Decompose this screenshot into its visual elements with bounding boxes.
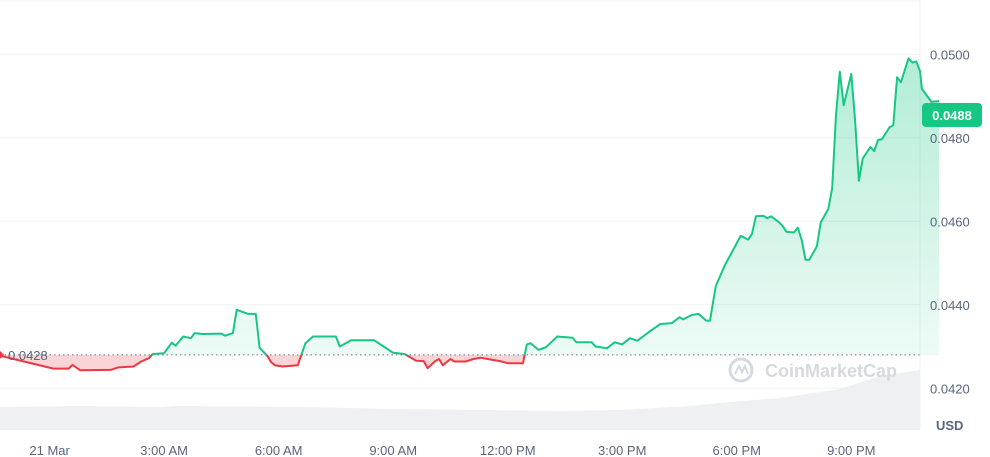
- coinmarketcap-watermark: CoinMarketCap: [728, 357, 897, 383]
- current-price-badge: 0.0488: [922, 103, 982, 127]
- y-tick-label: 0.0480: [930, 131, 970, 146]
- watermark-text: CoinMarketCap: [765, 361, 897, 381]
- coinmarketcap-logo-wave: [734, 363, 749, 375]
- price-series: [0, 57, 940, 372]
- coinmarketcap-logo-icon: [728, 357, 754, 383]
- y-tick-label: 0.0500: [930, 47, 970, 62]
- x-tick-label: 9:00 PM: [827, 443, 875, 457]
- reference-price-marker: [0, 350, 4, 359]
- y-tick-label: 0.0420: [930, 381, 970, 396]
- price-area-up: [151, 58, 940, 355]
- y-tick-label: 0.0440: [930, 298, 970, 313]
- x-tick-label: 6:00 PM: [713, 443, 761, 457]
- y-axis-ticks: 0.0420 0.0440 0.0460 0.0480 0.0500: [930, 47, 970, 396]
- x-tick-label: 6:00 AM: [255, 443, 303, 457]
- current-price-badge-bg: [922, 103, 982, 127]
- x-tick-label: 9:00 AM: [369, 443, 417, 457]
- grid-lines: [0, 53, 920, 389]
- price-line-up: [0, 57, 940, 355]
- x-tick-label: 12:00 PM: [480, 443, 536, 457]
- currency-unit-label: USD: [936, 418, 963, 433]
- volume-area: [0, 370, 920, 430]
- x-axis-ticks: 21 Mar 3:00 AM 6:00 AM 9:00 AM 12:00 PM 3:00 …: [29, 443, 875, 457]
- y-tick-label: 0.0460: [930, 214, 970, 229]
- current-price-label: 0.0488: [932, 108, 972, 123]
- x-tick-label: 3:00 PM: [598, 443, 646, 457]
- volume-fill: [0, 370, 920, 430]
- x-tick-label: 21 Mar: [29, 443, 70, 457]
- reference-price-label: 0.0428: [8, 348, 48, 363]
- x-tick-label: 3:00 AM: [140, 443, 188, 457]
